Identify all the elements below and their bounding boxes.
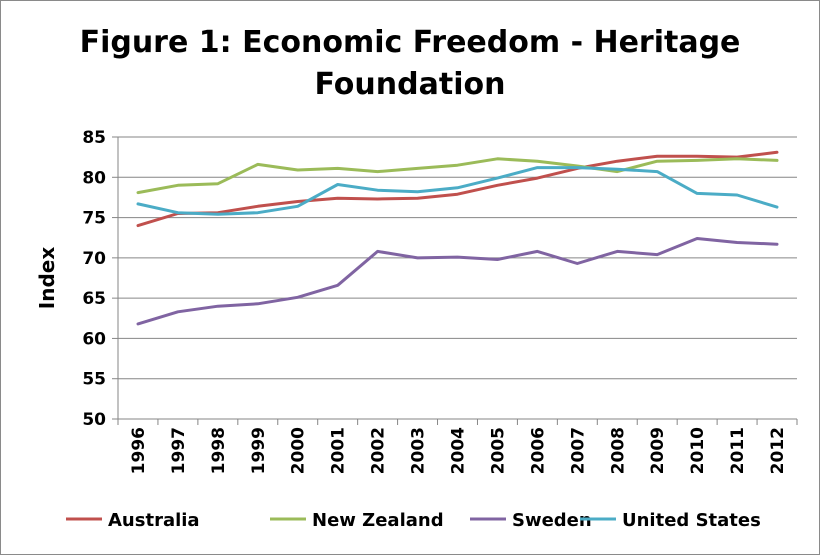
x-tick-label-2010: 2010 — [688, 427, 708, 474]
x-tick-label-1996: 1996 — [129, 427, 149, 474]
y-tick-label-65: 65 — [82, 289, 106, 309]
y-tick-label-80: 80 — [82, 168, 106, 188]
x-tick-label-2003: 2003 — [409, 427, 429, 474]
legend: Australia New Zealand Sweden United States — [66, 510, 761, 531]
x-tick-label-2008: 2008 — [608, 427, 628, 474]
legend-label-new-zealand: New Zealand — [312, 510, 444, 531]
legend-item-australia: Australia — [66, 510, 200, 531]
series-line-australia — [136, 150, 779, 228]
x-tick-label-2011: 2011 — [728, 427, 748, 474]
axes — [112, 136, 798, 425]
series-line-sweden — [136, 237, 779, 326]
y-tick-label-60: 60 — [82, 329, 106, 349]
chart-title-line-2: Foundation — [314, 67, 506, 102]
x-tick-label-1997: 1997 — [169, 427, 189, 474]
x-tick-label-2006: 2006 — [528, 427, 548, 474]
y-axis-label: Index — [35, 247, 59, 310]
x-tick-label-2012: 2012 — [768, 427, 788, 474]
chart-title-line-1: Figure 1: Economic Freedom - Heritage — [79, 25, 741, 60]
series-lines — [136, 150, 779, 326]
x-tick-label-2000: 2000 — [289, 427, 309, 474]
x-tick-label-2007: 2007 — [568, 427, 588, 474]
x-tick-label-1999: 1999 — [249, 427, 269, 474]
y-tick-label-50: 50 — [82, 410, 106, 430]
x-tick-label-2009: 2009 — [648, 427, 668, 474]
legend-item-united-states: United States — [580, 510, 761, 531]
x-tick-label-2001: 2001 — [329, 427, 349, 474]
x-tick-labels: 1996 1997 1998 1999 2000 2001 2002 2003 2004 2005… — [129, 427, 788, 474]
legend-item-new-zealand: New Zealand — [270, 510, 444, 531]
series-line-new-zealand — [136, 157, 779, 195]
y-tick-label-85: 85 — [82, 128, 106, 148]
y-tick-label-70: 70 — [82, 249, 106, 269]
legend-label-australia: Australia — [108, 510, 200, 531]
x-tick-label-2005: 2005 — [488, 427, 508, 474]
chart-title: Figure 1: Economic Freedom - Heritage Fo… — [60, 22, 760, 106]
y-tick-label-55: 55 — [82, 370, 106, 390]
y-tick-label-75: 75 — [82, 209, 106, 229]
x-tick-label-2004: 2004 — [449, 427, 469, 474]
legend-label-united-states: United States — [622, 510, 761, 531]
legend-label-sweden: Sweden — [512, 510, 592, 531]
legend-item-sweden: Sweden — [470, 510, 592, 531]
x-tick-label-2002: 2002 — [369, 427, 389, 474]
y-tick-labels: 50 55 60 65 70 75 80 85 — [82, 128, 106, 430]
x-tick-label-1998: 1998 — [209, 427, 229, 474]
series-line-united-states — [136, 166, 779, 216]
